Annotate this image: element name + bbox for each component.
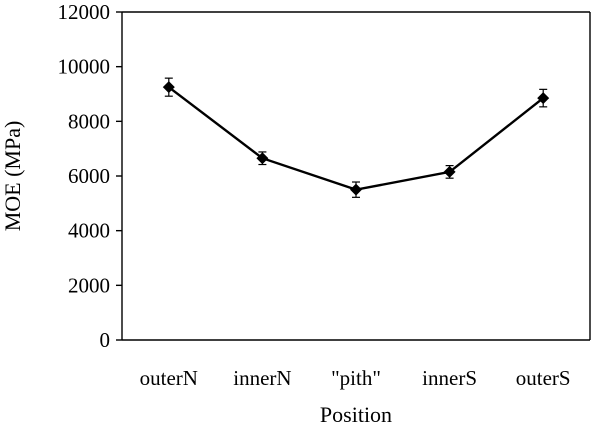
x-axis-title: Position: [320, 402, 392, 427]
data-point: [350, 183, 362, 196]
x-tick-label: "pith": [331, 366, 381, 390]
y-tick-label: 4000: [68, 219, 110, 243]
y-axis-title: MOE (MPa): [0, 121, 25, 232]
plot-area: [121, 11, 591, 341]
x-tick-label: outerN: [140, 366, 198, 390]
y-tick-label: 10000: [58, 55, 111, 79]
x-tick-label: innerS: [422, 366, 477, 390]
x-tick-label: innerN: [233, 366, 291, 390]
y-tick-label: 2000: [68, 273, 110, 297]
y-tick-label: 6000: [68, 164, 110, 188]
series-line: [168, 86, 544, 191]
data-point: [256, 152, 269, 165]
series: [162, 77, 550, 198]
y-ticks: 0 2000 4000 6000 8000 10000 12000: [58, 0, 122, 352]
x-ticks: outerN innerN "pith" innerS outerS: [140, 366, 571, 390]
data-point: [537, 92, 550, 105]
data-point: [443, 165, 456, 178]
y-tick-label: 12000: [58, 0, 111, 24]
data-point: [162, 81, 175, 94]
y-tick-label: 0: [100, 328, 111, 352]
x-tick-label: outerS: [516, 366, 571, 390]
y-tick-label: 8000: [68, 109, 110, 133]
